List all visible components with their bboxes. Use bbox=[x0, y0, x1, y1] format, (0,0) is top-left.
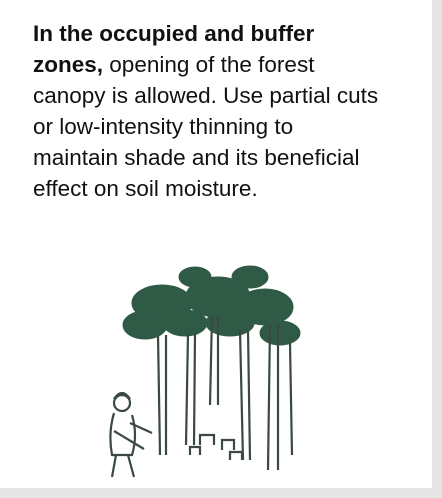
card: In the occupied and buffer zones, openin… bbox=[0, 0, 432, 488]
forest-illustration bbox=[100, 255, 340, 485]
page: In the occupied and buffer zones, openin… bbox=[0, 0, 442, 498]
paragraph: In the occupied and buffer zones, openin… bbox=[33, 18, 381, 204]
